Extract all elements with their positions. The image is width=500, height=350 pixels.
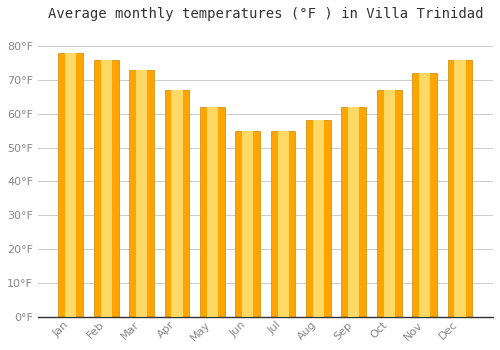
Bar [236,131,260,317]
Bar [242,131,254,317]
Bar [448,60,472,317]
Bar [270,131,295,317]
Bar [278,131,288,317]
Bar [313,120,324,317]
Bar [66,53,76,317]
Bar [384,90,395,317]
Bar [200,107,225,317]
Bar [454,60,466,317]
Bar [172,90,182,317]
Bar [377,90,402,317]
Bar [136,70,147,317]
Bar [164,90,190,317]
Bar [412,73,437,317]
Bar [342,107,366,317]
Bar [419,73,430,317]
Bar [129,70,154,317]
Bar [207,107,218,317]
Bar [58,53,84,317]
Bar [100,60,112,317]
Bar [94,60,118,317]
Bar [306,120,331,317]
Bar [348,107,360,317]
Title: Average monthly temperatures (°F ) in Villa Trinidad: Average monthly temperatures (°F ) in Vi… [48,7,483,21]
